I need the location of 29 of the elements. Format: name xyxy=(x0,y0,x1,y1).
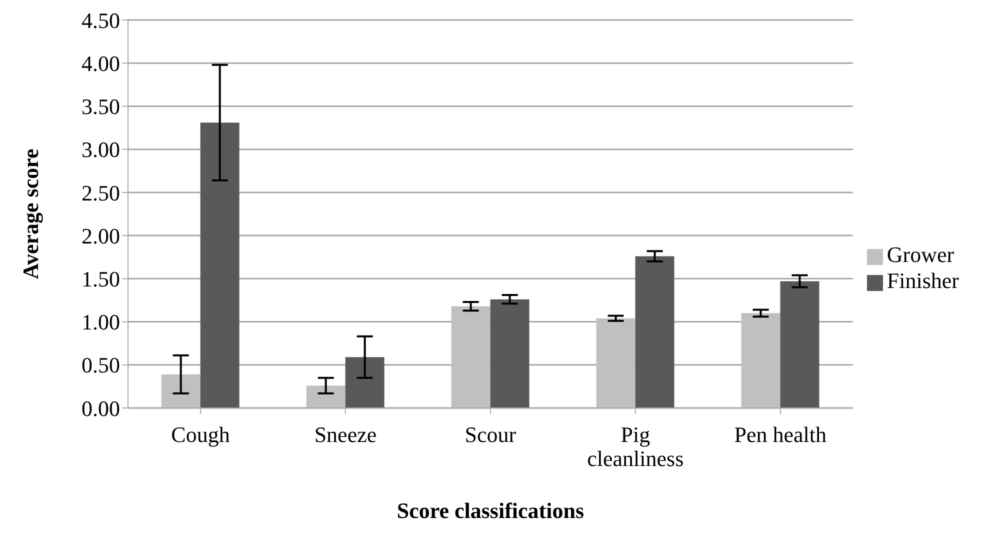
y-tick-label: 0.50 xyxy=(82,352,120,378)
y-tick-label: 1.00 xyxy=(82,310,120,335)
y-tick-label: 0.00 xyxy=(82,396,120,421)
y-tick-label: 1.50 xyxy=(82,266,120,292)
x-tick-label: Scour xyxy=(464,422,517,447)
bar xyxy=(345,357,384,408)
bar xyxy=(451,306,490,408)
y-tick-label: 3.50 xyxy=(82,94,120,120)
bar xyxy=(635,256,674,408)
bar xyxy=(780,281,820,408)
legend-label: Finisher xyxy=(886,268,959,293)
y-tick-label: 4.50 xyxy=(82,8,120,33)
bar xyxy=(741,313,780,408)
x-tick-label: Sneeze xyxy=(314,422,377,447)
bar xyxy=(596,318,636,408)
x-axis-title: Score classifications xyxy=(396,498,584,523)
y-tick-label: 2.00 xyxy=(82,223,120,248)
bar xyxy=(306,386,346,408)
legend-label: Grower xyxy=(886,242,954,267)
y-tick-label: 2.50 xyxy=(82,180,120,206)
x-tick-label: Pen health xyxy=(734,422,827,447)
y-tick-label: 4.00 xyxy=(82,50,120,76)
y-tick-label: 3.00 xyxy=(82,137,120,162)
x-tick-label: Pig cleanliness xyxy=(587,422,684,471)
x-tick-label: Cough xyxy=(171,422,230,447)
bar xyxy=(490,299,530,408)
bar xyxy=(161,374,200,408)
y-axis-title: Average score xyxy=(18,148,43,280)
bar xyxy=(200,122,240,408)
